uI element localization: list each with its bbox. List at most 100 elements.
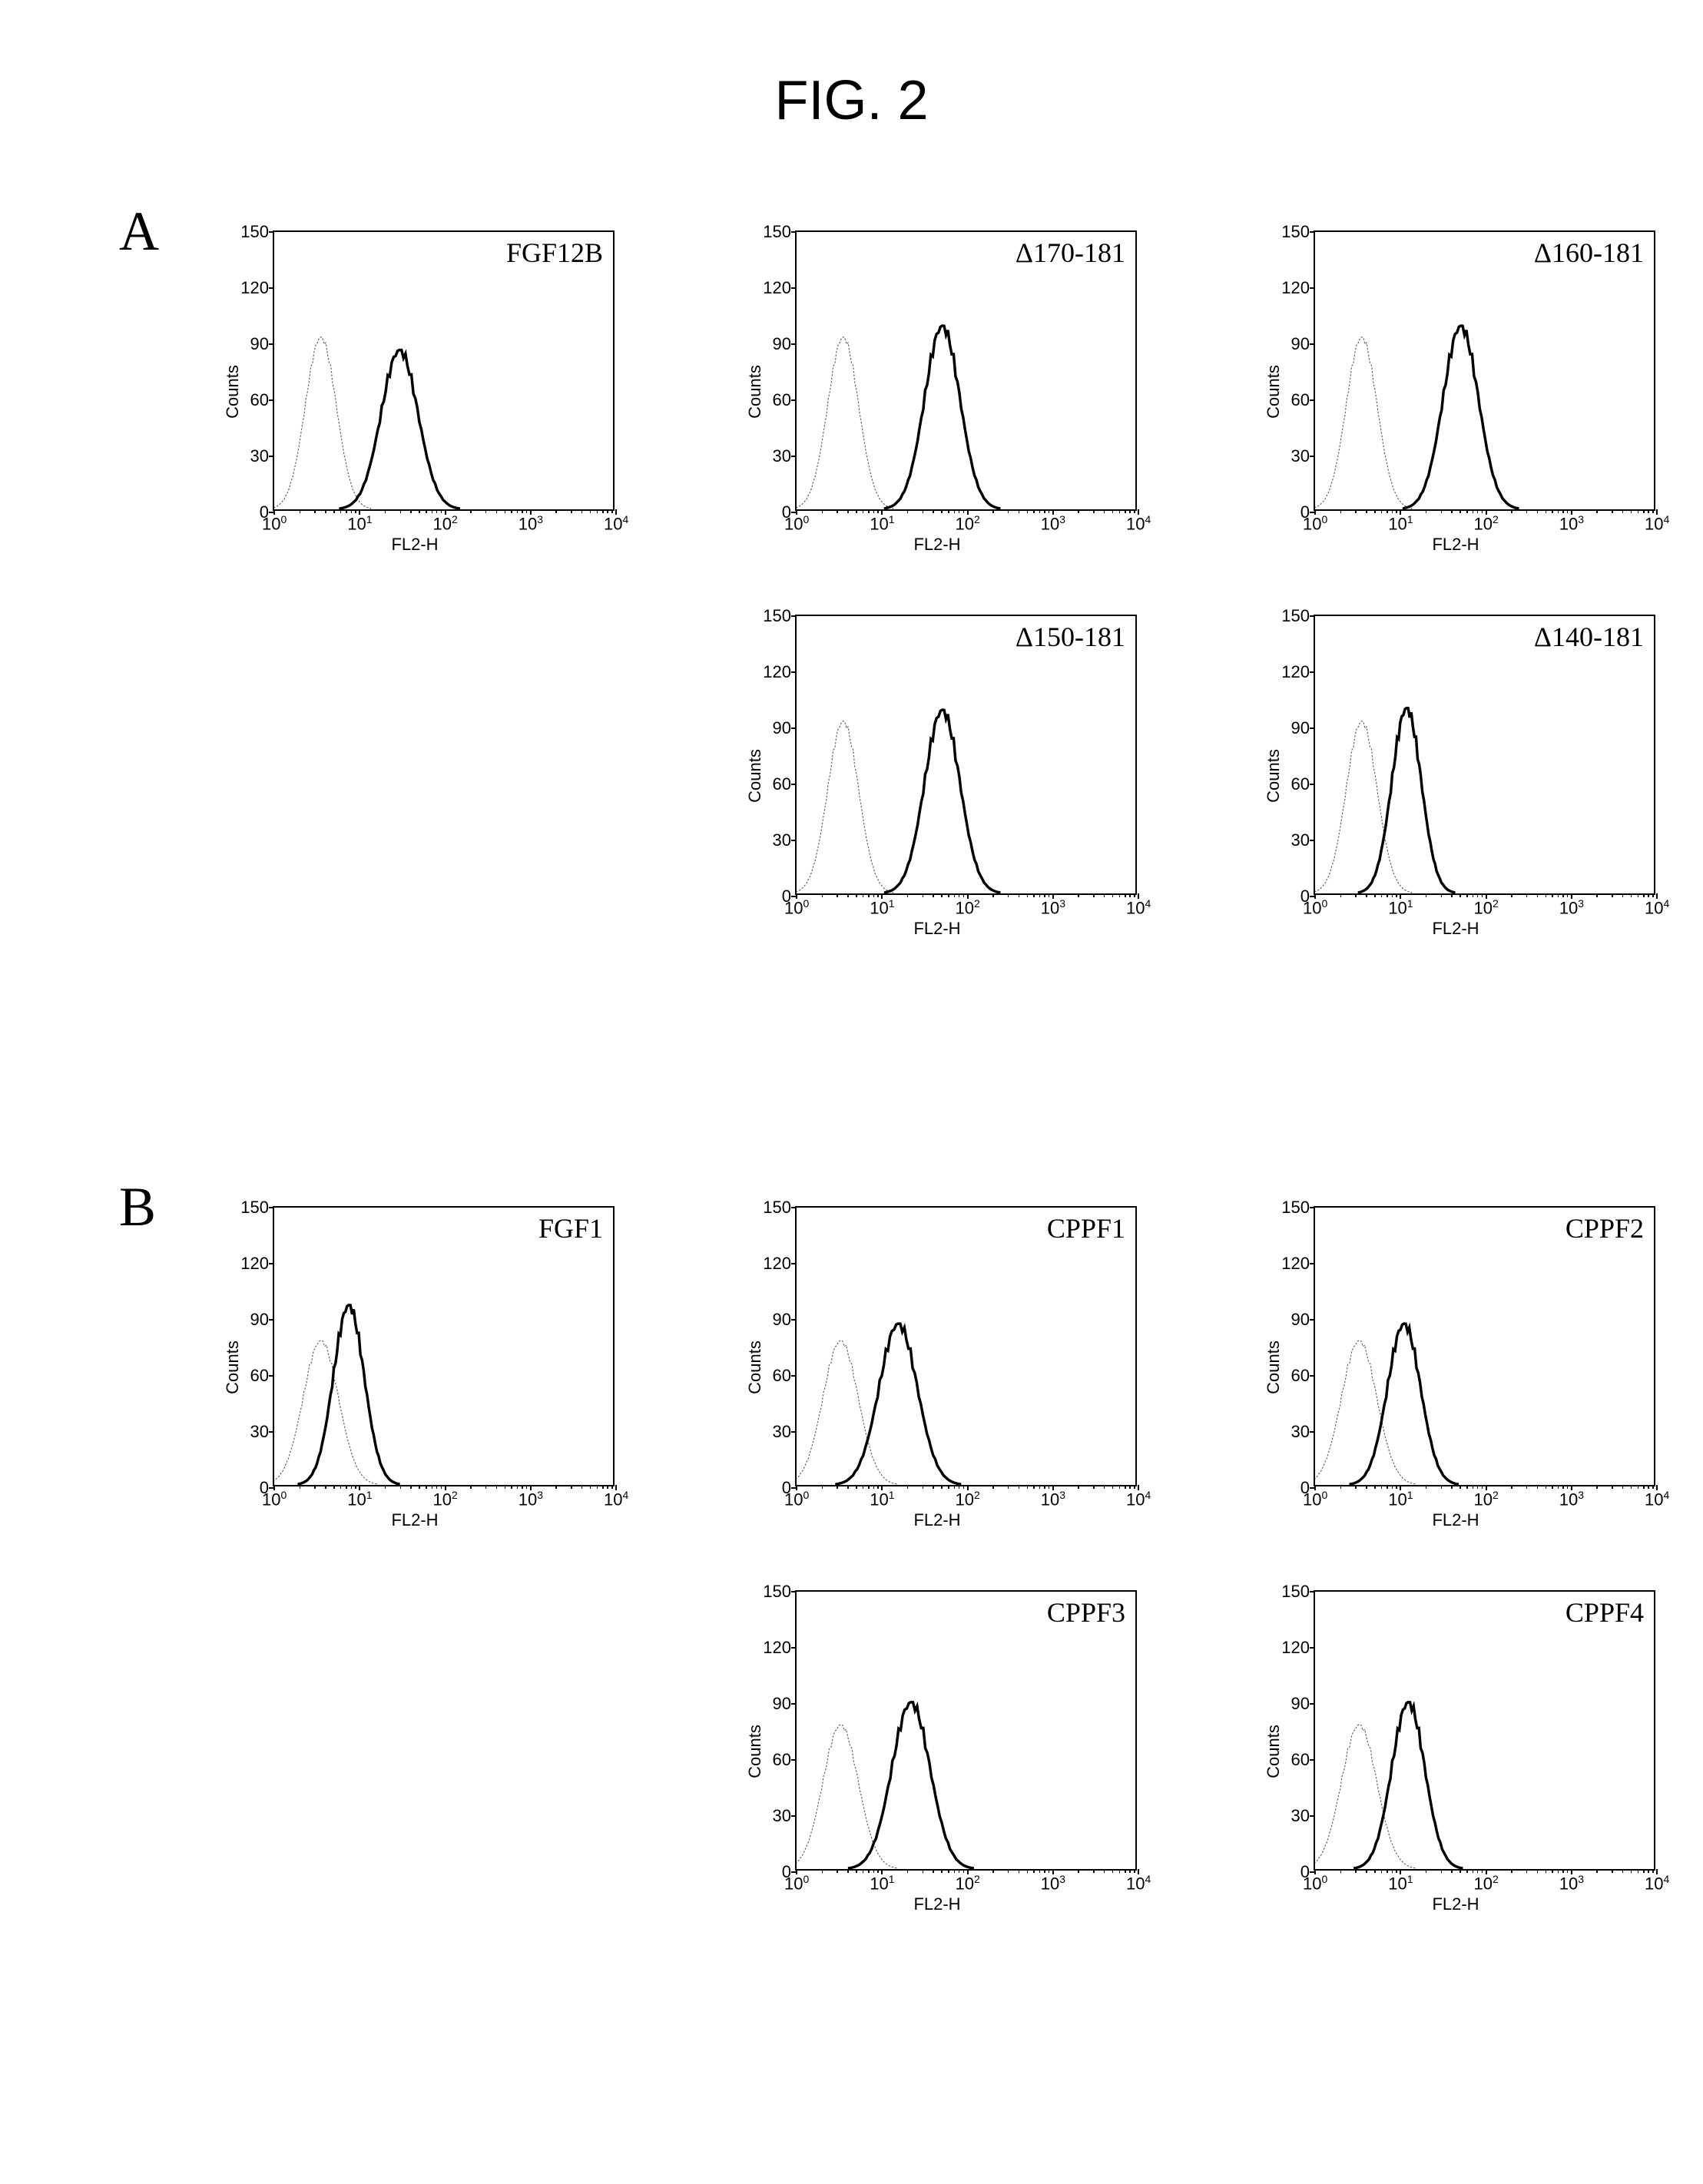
control-curve (797, 1725, 897, 1869)
y-tick-label: 150 (223, 1198, 269, 1218)
x-tick-minor (837, 1485, 838, 1489)
x-tick-minor (581, 1485, 583, 1489)
x-tick-label: 102 (956, 513, 980, 534)
section-label-a: A (119, 200, 159, 263)
y-tick (1310, 1647, 1315, 1649)
x-tick-minor (837, 1869, 838, 1873)
x-tick-minor (1366, 1485, 1367, 1489)
x-tick-minor (1019, 893, 1020, 897)
y-tick (1310, 1319, 1315, 1321)
x-tick-minor (1019, 1485, 1020, 1489)
y-tick-label: 90 (745, 1694, 791, 1714)
x-tick-label: 100 (262, 1489, 287, 1510)
sample-curve (1359, 708, 1453, 893)
plot-area (795, 1206, 1137, 1486)
x-axis-label: FL2-H (913, 1894, 960, 1914)
x-tick-minor (1459, 1485, 1461, 1489)
x-tick-minor (1119, 1485, 1121, 1489)
x-tick-label: 101 (347, 513, 372, 534)
x-tick-minor (1019, 509, 1020, 513)
x-tick-minor (1008, 1869, 1009, 1873)
x-tick-minor (1340, 509, 1342, 513)
x-tick-minor (1631, 1869, 1632, 1873)
y-tick (1310, 456, 1315, 457)
x-tick-label: 100 (262, 513, 287, 534)
sample-curve (1350, 1324, 1457, 1485)
x-tick-minor (1526, 1869, 1528, 1873)
plot-area (795, 230, 1137, 511)
y-tick (1310, 399, 1315, 401)
x-tick-minor (948, 893, 949, 897)
x-tick-label: 101 (1388, 513, 1413, 534)
sample-curve (886, 710, 999, 893)
x-tick-minor (1596, 1485, 1598, 1489)
control-curve (1315, 337, 1411, 509)
histogram-panel-fgf12b: FGF12BCountsFL2-H03060901201501001011021… (200, 223, 630, 561)
y-tick-label: 120 (745, 278, 791, 298)
y-tick-label: 60 (223, 1366, 269, 1386)
sample-curve (837, 1324, 960, 1485)
x-tick-minor (847, 1869, 849, 1873)
x-tick-minor (1078, 1485, 1079, 1489)
x-tick-minor (1104, 1485, 1105, 1489)
y-tick (791, 840, 797, 841)
x-tick-minor (1451, 1869, 1453, 1873)
x-tick-minor (1612, 1485, 1613, 1489)
y-tick-label: 60 (1264, 1750, 1310, 1770)
x-tick-label: 103 (1041, 1873, 1065, 1894)
x-tick-minor (923, 1869, 924, 1873)
x-tick-minor (941, 509, 943, 513)
y-tick (791, 1591, 797, 1592)
x-tick-minor (325, 1485, 326, 1489)
x-tick-label: 100 (784, 897, 809, 918)
x-tick-label: 104 (1126, 1873, 1151, 1894)
x-tick-minor (485, 509, 487, 513)
x-tick-minor (325, 509, 326, 513)
x-tick-minor (555, 1485, 557, 1489)
y-tick (791, 399, 797, 401)
y-tick-label: 30 (223, 1422, 269, 1442)
x-tick-minor (856, 893, 857, 897)
y-tick-label: 150 (1264, 606, 1310, 626)
x-tick-minor (1426, 1485, 1427, 1489)
x-tick-minor (1093, 893, 1095, 897)
y-tick (1310, 727, 1315, 729)
histogram-curves (797, 616, 1135, 893)
y-tick-label: 60 (1264, 390, 1310, 410)
y-tick-label: 120 (223, 1254, 269, 1274)
plot-area (273, 1206, 615, 1486)
x-tick-label: 104 (1645, 513, 1669, 534)
x-tick-label: 100 (784, 513, 809, 534)
x-tick-minor (581, 509, 583, 513)
x-tick-minor (1078, 1869, 1079, 1873)
y-tick-label: 120 (1264, 278, 1310, 298)
panel-title: CPPF3 (1047, 1596, 1125, 1629)
x-tick-minor (923, 1485, 924, 1489)
x-tick-minor (1552, 1485, 1553, 1489)
y-tick (791, 1815, 797, 1817)
histogram-panel-d150: Δ150-181CountsFL2-H030609012015010010110… (722, 607, 1152, 945)
x-tick-label: 103 (1041, 897, 1065, 918)
x-tick-minor (1340, 1869, 1342, 1873)
y-tick-label: 90 (223, 334, 269, 354)
x-tick-minor (1027, 1485, 1029, 1489)
panel-title: Δ160-181 (1534, 237, 1644, 269)
x-tick-minor (1466, 1485, 1468, 1489)
x-tick-minor (1381, 1869, 1383, 1873)
y-tick-label: 150 (745, 606, 791, 626)
x-tick-label: 101 (1388, 897, 1413, 918)
x-tick-minor (863, 509, 864, 513)
y-tick (269, 1431, 274, 1433)
x-tick-minor (496, 509, 498, 513)
x-tick-minor (496, 1485, 498, 1489)
x-tick-minor (400, 509, 402, 513)
x-tick-label: 102 (1474, 513, 1499, 534)
x-tick-minor (385, 1485, 386, 1489)
x-tick-minor (505, 509, 506, 513)
sample-curve (340, 350, 459, 509)
x-tick-minor (1526, 893, 1528, 897)
x-tick-minor (1622, 1485, 1624, 1489)
x-tick-minor (992, 1869, 994, 1873)
y-tick (791, 456, 797, 457)
x-tick-minor (1451, 1485, 1453, 1489)
